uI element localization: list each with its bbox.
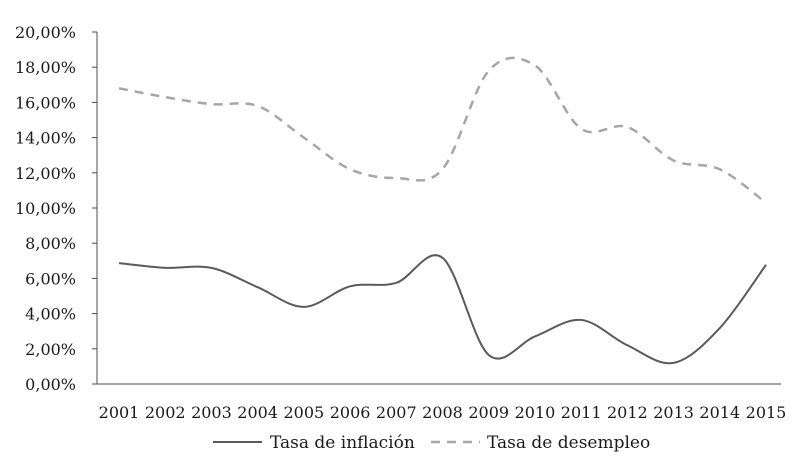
x-tick-label: 2015 [746,403,787,422]
x-tick-label: 2006 [330,403,371,422]
y-tick-label: 16,00% [15,93,76,112]
x-tick-label: 2004 [237,403,278,422]
y-tick-label: 8,00% [25,234,76,253]
x-tick-label: 2009 [468,403,509,422]
y-tick-label: 14,00% [15,129,76,148]
x-tick-label: 2001 [99,403,140,422]
legend-label-desempleo: Tasa de desempleo [487,433,650,453]
y-tick-label: 4,00% [25,305,76,324]
x-tick-label: 2005 [283,403,324,422]
x-tick-label: 2008 [422,403,463,422]
y-tick-label: 10,00% [15,199,76,218]
series-line-desempleo [118,56,767,204]
y-tick-label: 0,00% [25,375,76,394]
legend-label-inflacion: Tasa de inflación [270,433,415,453]
x-tick-label: 2003 [191,403,232,422]
y-tick-label: 12,00% [15,164,76,183]
y-tick-label: 20,00% [15,23,76,42]
x-tick-label: 2011 [561,403,602,422]
series-line-inflacion [118,254,767,365]
y-tick-label: 2,00% [25,340,76,359]
chart-tick-labels: 0,00% 2,00% 4,00% 6,00% 8,00% 10,00% 12,00% 14,… [15,23,786,422]
x-tick-label: 2002 [145,403,186,422]
x-tick-label: 2014 [699,403,740,422]
y-tick-label: 6,00% [25,269,76,288]
x-tick-label: 2007 [376,403,417,422]
x-tick-label: 2010 [515,403,556,422]
chart-series [118,56,767,365]
chart-legend: Tasa de inflación Tasa de desempleo [213,433,650,453]
x-tick-label: 2013 [653,403,694,422]
y-tick-label: 18,00% [15,58,76,77]
chart-axes [92,31,781,385]
x-tick-label: 2012 [607,403,648,422]
